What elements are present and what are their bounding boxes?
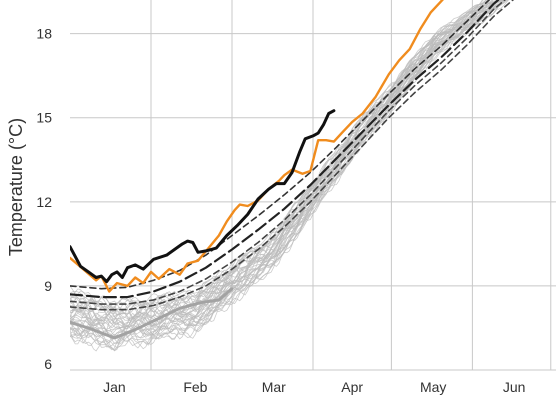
x-tick-label: Mar [262,379,286,395]
ensemble-member-line [70,0,491,316]
ensemble-member-line [70,0,487,311]
series-line-percentile-dashed [70,0,491,290]
series-line-median-dashed [70,0,500,299]
y-axis-label: Temperature (°C) [6,118,26,256]
ensemble-member-line [70,0,488,310]
series-line-percentile-dashed [70,0,506,305]
series-line-percentile-dashed [70,0,515,311]
x-tick-label: Apr [341,379,363,395]
ensemble-lines [70,0,512,352]
y-tick-label: 18 [36,26,52,42]
x-tick-label: Feb [183,379,207,395]
y-tick-label: 6 [44,356,52,372]
tick-labels: 6 9 12 15 18 Jan Feb Mar Apr May Jun [36,26,525,395]
series-lines [70,0,515,340]
series-line-thick-gray [70,287,234,340]
grid [70,0,556,371]
ensemble-member-line [70,0,494,339]
y-tick-label: 15 [36,110,52,126]
x-tick-label: Jan [103,379,126,395]
x-tick-label: Jun [503,379,526,395]
y-tick-label: 9 [44,278,52,294]
y-tick-label: 12 [36,194,52,210]
series-line-black [70,109,336,284]
x-tick-label: May [420,379,446,395]
